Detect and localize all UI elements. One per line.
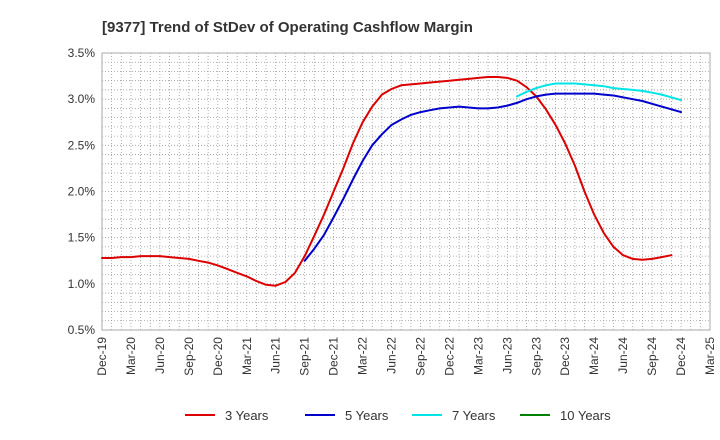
grid	[101, 52, 711, 331]
x-tick-label: Mar-21	[240, 337, 254, 375]
x-tick-label: Jun-23	[500, 337, 514, 374]
series-line	[516, 82, 682, 102]
y-tick-label: 1.5%	[68, 231, 96, 245]
y-axis-ticks: 0.5% 1.0% 1.5% 2.0% 2.5% 3.0% 3.5%	[68, 46, 96, 337]
x-tick-label: Jun-21	[269, 337, 283, 374]
x-tick-label: Dec-22	[442, 337, 456, 376]
x-tick-label: Mar-24	[587, 337, 601, 375]
legend-label: 3 Years	[225, 408, 269, 423]
y-tick-label: 3.5%	[68, 46, 96, 60]
x-tick-label: Mar-22	[356, 337, 370, 375]
x-tick-label: Mar-25	[703, 337, 717, 375]
y-tick-label: 2.0%	[68, 185, 96, 199]
series-line	[303, 92, 682, 262]
x-tick-label: Dec-20	[211, 337, 225, 376]
x-tick-label: Jun-20	[153, 337, 167, 374]
x-tick-label: Jun-22	[385, 337, 399, 374]
x-tick-label: Sep-23	[529, 337, 543, 376]
x-axis-ticks: Dec-19 Mar-20 Jun-20 Sep-20 Dec-20 Mar-21 Jun-…	[95, 337, 717, 376]
y-tick-label: 0.5%	[68, 323, 96, 337]
y-tick-label: 1.0%	[68, 277, 96, 291]
y-tick-label: 2.5%	[68, 138, 96, 152]
series-line	[101, 76, 673, 287]
plot-area-frame	[101, 52, 711, 331]
legend-label: 10 Years	[560, 408, 611, 423]
x-tick-label: Dec-24	[674, 337, 688, 376]
x-tick-label: Mar-23	[471, 337, 485, 375]
series-lines	[101, 76, 682, 287]
x-tick-label: Sep-20	[182, 337, 196, 376]
legend: 3 Years 5 Years 7 Years 10 Years	[185, 408, 611, 423]
chart-title: [9377] Trend of StDev of Operating Cashf…	[102, 19, 473, 36]
x-tick-label: Jun-24	[616, 337, 630, 374]
x-tick-label: Dec-19	[95, 337, 109, 376]
x-tick-label: Sep-22	[413, 337, 427, 376]
y-tick-label: 3.0%	[68, 92, 96, 106]
x-tick-label: Sep-24	[645, 337, 659, 376]
x-tick-label: Dec-21	[327, 337, 341, 376]
legend-label: 7 Years	[452, 408, 496, 423]
legend-label: 5 Years	[345, 408, 389, 423]
x-tick-label: Sep-21	[298, 337, 312, 376]
x-tick-label: Mar-20	[124, 337, 138, 375]
x-tick-label: Dec-23	[558, 337, 572, 376]
